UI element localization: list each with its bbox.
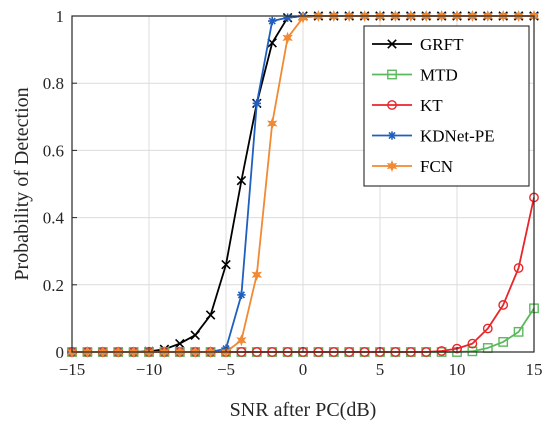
x-axis-label: SNR after PC(dB): [230, 399, 377, 421]
data-point: [175, 338, 185, 349]
legend-label: KDNet-PE: [420, 127, 495, 146]
legend-label: FCN: [420, 157, 453, 176]
x-tick-label: −15: [59, 360, 86, 379]
data-point: [482, 323, 493, 334]
y-tick-label: 1: [56, 7, 65, 26]
legend-marker: [387, 100, 397, 110]
y-tick-label: 0.2: [43, 276, 64, 295]
legend-marker: [387, 39, 397, 49]
data-point: [205, 310, 216, 320]
data-point: [251, 268, 263, 281]
y-tick-label: 0.4: [43, 209, 65, 228]
x-tick-label: −10: [136, 360, 163, 379]
legend-label: MTD: [420, 66, 458, 85]
data-point: [436, 346, 447, 356]
data-point: [513, 326, 524, 337]
y-tick-label: 0.8: [43, 74, 64, 93]
legend-box: [363, 25, 530, 187]
legend-entry: KT: [372, 96, 443, 115]
data-point: [252, 99, 261, 108]
legend-marker: [387, 131, 397, 140]
data-point: [282, 31, 293, 44]
x-tick-label: 0: [299, 360, 308, 379]
legend-entry: KDNet-PE: [372, 127, 495, 146]
legend-marker: [387, 69, 397, 80]
data-point: [498, 337, 509, 347]
data-point: [513, 263, 524, 273]
y-tick-label: 0: [56, 343, 65, 362]
data-point: [236, 175, 247, 186]
legend-entry: GRFT: [372, 35, 464, 54]
data-point: [498, 300, 509, 310]
x-tick-label: 15: [526, 360, 543, 379]
legend-entry: MTD: [372, 66, 458, 85]
legend-label: KT: [420, 96, 443, 115]
ticks: −15 −10 −5 0 5 10 15 0 0.2 0.4 0.6 0.8 1: [43, 7, 543, 379]
data-point: [467, 338, 478, 349]
data-point: [236, 334, 247, 347]
legend-label: GRFT: [420, 35, 464, 54]
y-axis-label: Probability of Detection: [11, 87, 33, 280]
legend-entry: FCN: [372, 157, 453, 176]
legend-marker: [386, 159, 398, 173]
x-tick-label: −5: [217, 360, 235, 379]
legend: GRFT MTD KT KDNet-PE FCN: [363, 25, 530, 187]
data-point: [266, 117, 278, 130]
data-point: [297, 11, 309, 24]
data-point: [221, 259, 231, 270]
data-point: [452, 343, 462, 354]
x-tick-label: 5: [376, 360, 385, 379]
data-point: [190, 330, 200, 340]
data-point: [283, 13, 292, 22]
data-point: [268, 16, 277, 26]
y-tick-label: 0.6: [43, 141, 64, 160]
data-point: [237, 290, 246, 300]
x-tick-label: 10: [449, 360, 466, 379]
